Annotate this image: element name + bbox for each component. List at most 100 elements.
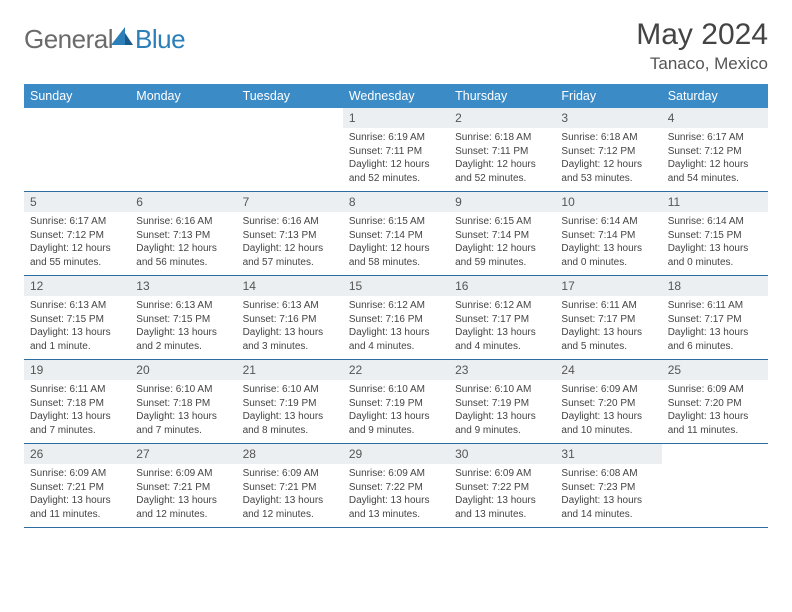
calendar-day-cell: 28Sunrise: 6:09 AMSunset: 7:21 PMDayligh…: [237, 444, 343, 528]
weekday-header: Saturday: [662, 84, 768, 108]
daylight-text: Daylight: 13 hours and 8 minutes.: [243, 410, 337, 437]
calendar-day-cell: 21Sunrise: 6:10 AMSunset: 7:19 PMDayligh…: [237, 360, 343, 444]
calendar-week-row: 5Sunrise: 6:17 AMSunset: 7:12 PMDaylight…: [24, 192, 768, 276]
sunset-text: Sunset: 7:13 PM: [136, 229, 230, 243]
day-number: 31: [555, 444, 661, 464]
daylight-text: Daylight: 12 hours and 52 minutes.: [349, 158, 443, 185]
sunset-text: Sunset: 7:18 PM: [136, 397, 230, 411]
daylight-text: Daylight: 13 hours and 9 minutes.: [349, 410, 443, 437]
daylight-text: Daylight: 12 hours and 52 minutes.: [455, 158, 549, 185]
day-number: 21: [237, 360, 343, 380]
sunrise-text: Sunrise: 6:09 AM: [243, 467, 337, 481]
daylight-text: Daylight: 12 hours and 54 minutes.: [668, 158, 762, 185]
sunrise-text: Sunrise: 6:16 AM: [136, 215, 230, 229]
day-number: 23: [449, 360, 555, 380]
sunset-text: Sunset: 7:12 PM: [561, 145, 655, 159]
day-info: Sunrise: 6:18 AMSunset: 7:12 PMDaylight:…: [555, 128, 661, 191]
day-info: Sunrise: 6:18 AMSunset: 7:11 PMDaylight:…: [449, 128, 555, 191]
day-number: 10: [555, 192, 661, 212]
daylight-text: Daylight: 13 hours and 10 minutes.: [561, 410, 655, 437]
daylight-text: Daylight: 13 hours and 5 minutes.: [561, 326, 655, 353]
sunset-text: Sunset: 7:11 PM: [455, 145, 549, 159]
daylight-text: Daylight: 13 hours and 2 minutes.: [136, 326, 230, 353]
day-number: 2: [449, 108, 555, 128]
day-number: 20: [130, 360, 236, 380]
day-number: 12: [24, 276, 130, 296]
day-number: 9: [449, 192, 555, 212]
logo-triangle-icon: [111, 27, 133, 45]
day-number: 16: [449, 276, 555, 296]
sunset-text: Sunset: 7:23 PM: [561, 481, 655, 495]
day-info: Sunrise: 6:11 AMSunset: 7:17 PMDaylight:…: [555, 296, 661, 359]
day-info: Sunrise: 6:09 AMSunset: 7:21 PMDaylight:…: [24, 464, 130, 527]
day-number: 4: [662, 108, 768, 128]
day-info: Sunrise: 6:09 AMSunset: 7:22 PMDaylight:…: [449, 464, 555, 527]
calendar-day-cell: 29Sunrise: 6:09 AMSunset: 7:22 PMDayligh…: [343, 444, 449, 528]
daylight-text: Daylight: 12 hours and 58 minutes.: [349, 242, 443, 269]
sunrise-text: Sunrise: 6:13 AM: [136, 299, 230, 313]
sunrise-text: Sunrise: 6:12 AM: [455, 299, 549, 313]
day-number: 5: [24, 192, 130, 212]
title-block: May 2024 Tanaco, Mexico: [636, 18, 768, 74]
day-number: 26: [24, 444, 130, 464]
sunset-text: Sunset: 7:12 PM: [30, 229, 124, 243]
sunset-text: Sunset: 7:20 PM: [561, 397, 655, 411]
day-number: 7: [237, 192, 343, 212]
daylight-text: Daylight: 13 hours and 4 minutes.: [349, 326, 443, 353]
daylight-text: Daylight: 13 hours and 6 minutes.: [668, 326, 762, 353]
day-number: 13: [130, 276, 236, 296]
day-info: Sunrise: 6:10 AMSunset: 7:19 PMDaylight:…: [237, 380, 343, 443]
sunset-text: Sunset: 7:15 PM: [30, 313, 124, 327]
calendar-week-row: 26Sunrise: 6:09 AMSunset: 7:21 PMDayligh…: [24, 444, 768, 528]
sunset-text: Sunset: 7:13 PM: [243, 229, 337, 243]
sunrise-text: Sunrise: 6:09 AM: [349, 467, 443, 481]
sunrise-text: Sunrise: 6:09 AM: [561, 383, 655, 397]
calendar-day-cell: 5Sunrise: 6:17 AMSunset: 7:12 PMDaylight…: [24, 192, 130, 276]
sunset-text: Sunset: 7:19 PM: [349, 397, 443, 411]
sunrise-text: Sunrise: 6:11 AM: [668, 299, 762, 313]
sunrise-text: Sunrise: 6:15 AM: [349, 215, 443, 229]
calendar-day-cell: 20Sunrise: 6:10 AMSunset: 7:18 PMDayligh…: [130, 360, 236, 444]
sunset-text: Sunset: 7:12 PM: [668, 145, 762, 159]
daylight-text: Daylight: 13 hours and 13 minutes.: [455, 494, 549, 521]
day-number: 11: [662, 192, 768, 212]
sunrise-text: Sunrise: 6:13 AM: [30, 299, 124, 313]
calendar-day-cell: 23Sunrise: 6:10 AMSunset: 7:19 PMDayligh…: [449, 360, 555, 444]
day-number: 6: [130, 192, 236, 212]
daylight-text: Daylight: 13 hours and 14 minutes.: [561, 494, 655, 521]
daylight-text: Daylight: 12 hours and 56 minutes.: [136, 242, 230, 269]
day-info: Sunrise: 6:10 AMSunset: 7:19 PMDaylight:…: [343, 380, 449, 443]
sunrise-text: Sunrise: 6:15 AM: [455, 215, 549, 229]
sunset-text: Sunset: 7:21 PM: [136, 481, 230, 495]
sunrise-text: Sunrise: 6:16 AM: [243, 215, 337, 229]
calendar-day-cell: 13Sunrise: 6:13 AMSunset: 7:15 PMDayligh…: [130, 276, 236, 360]
daylight-text: Daylight: 13 hours and 7 minutes.: [30, 410, 124, 437]
day-info: Sunrise: 6:16 AMSunset: 7:13 PMDaylight:…: [237, 212, 343, 275]
sunrise-text: Sunrise: 6:11 AM: [30, 383, 124, 397]
sunrise-text: Sunrise: 6:10 AM: [243, 383, 337, 397]
weekday-header: Monday: [130, 84, 236, 108]
sunset-text: Sunset: 7:21 PM: [243, 481, 337, 495]
sunset-text: Sunset: 7:22 PM: [455, 481, 549, 495]
daylight-text: Daylight: 13 hours and 12 minutes.: [243, 494, 337, 521]
sunset-text: Sunset: 7:14 PM: [349, 229, 443, 243]
calendar-day-cell: 27Sunrise: 6:09 AMSunset: 7:21 PMDayligh…: [130, 444, 236, 528]
calendar-table: Sunday Monday Tuesday Wednesday Thursday…: [24, 84, 768, 528]
day-info: Sunrise: 6:15 AMSunset: 7:14 PMDaylight:…: [343, 212, 449, 275]
day-info: Sunrise: 6:09 AMSunset: 7:22 PMDaylight:…: [343, 464, 449, 527]
sunset-text: Sunset: 7:22 PM: [349, 481, 443, 495]
sunset-text: Sunset: 7:14 PM: [561, 229, 655, 243]
sunrise-text: Sunrise: 6:10 AM: [136, 383, 230, 397]
daylight-text: Daylight: 12 hours and 57 minutes.: [243, 242, 337, 269]
calendar-day-cell: 31Sunrise: 6:08 AMSunset: 7:23 PMDayligh…: [555, 444, 661, 528]
day-number: 19: [24, 360, 130, 380]
month-title: May 2024: [636, 18, 768, 52]
calendar-day-cell: 2Sunrise: 6:18 AMSunset: 7:11 PMDaylight…: [449, 108, 555, 192]
sunrise-text: Sunrise: 6:19 AM: [349, 131, 443, 145]
daylight-text: Daylight: 12 hours and 55 minutes.: [30, 242, 124, 269]
logo-text-blue: Blue: [135, 24, 185, 55]
sunset-text: Sunset: 7:15 PM: [668, 229, 762, 243]
day-number: 15: [343, 276, 449, 296]
calendar-day-cell: 30Sunrise: 6:09 AMSunset: 7:22 PMDayligh…: [449, 444, 555, 528]
logo-text-general: General: [24, 24, 113, 55]
